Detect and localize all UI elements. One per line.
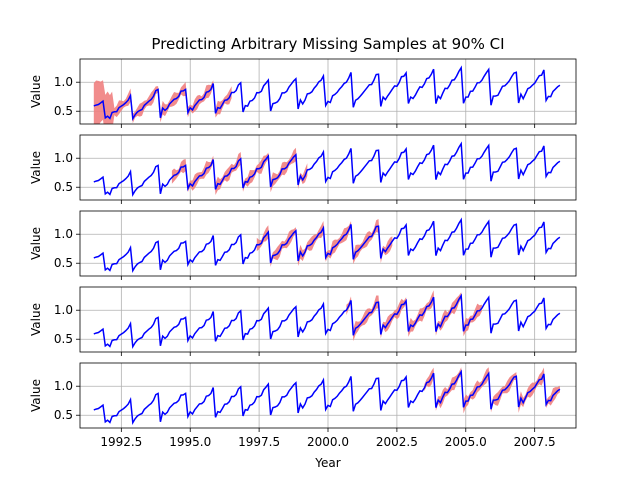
x-axis-ticks: 1992.5 1995.0 1997.5 2000.0 2002.5 2005.0 2007… xyxy=(100,435,555,449)
x-axis-label: Year xyxy=(314,456,340,470)
series-line xyxy=(93,217,561,274)
y-axis-label: Value xyxy=(29,151,43,184)
x-tick-label: 1995.0 xyxy=(169,435,211,449)
chart-title: Predicting Arbitrary Missing Samples at … xyxy=(151,35,504,53)
y-tick-label: 1.0 xyxy=(54,151,73,165)
series-line xyxy=(93,293,561,350)
panels-container: 0.5 1.0 Value 0.5 1.0 Value 0.5 1.0 Value 0.5 1.0 V… xyxy=(29,58,577,432)
series-line xyxy=(93,141,561,198)
panel-4: 0.5 1.0 Value xyxy=(29,286,577,356)
y-tick-label: 0.5 xyxy=(54,256,73,270)
x-tick-label: 1997.5 xyxy=(238,435,280,449)
grid-lines xyxy=(80,287,576,352)
y-axis-label: Value xyxy=(29,75,43,108)
x-tick-label: 2005.0 xyxy=(445,435,487,449)
y-tick-label: 0.5 xyxy=(54,180,73,194)
panel-2: 0.5 1.0 Value xyxy=(29,134,577,204)
y-tick-label: 1.0 xyxy=(54,75,73,89)
y-tick-label: 0.5 xyxy=(54,332,73,346)
y-axis-label: Value xyxy=(29,303,43,336)
y-tick-label: 1.0 xyxy=(54,303,73,317)
ci-band xyxy=(93,80,232,124)
panel-1: 0.5 1.0 Value xyxy=(29,58,577,128)
y-tick-label: 1.0 xyxy=(54,379,73,393)
series-line xyxy=(93,369,561,426)
series-line xyxy=(93,65,561,122)
y-tick-label: 0.5 xyxy=(54,104,73,118)
ci-band xyxy=(171,147,308,195)
y-tick-label: 0.5 xyxy=(54,408,73,422)
grid-lines xyxy=(80,135,576,200)
ci-band xyxy=(424,367,560,414)
x-tick-label: 2002.5 xyxy=(376,435,418,449)
grid-lines xyxy=(80,211,576,276)
x-tick-label: 1992.5 xyxy=(100,435,142,449)
y-axis-label: Value xyxy=(29,379,43,412)
panel-5: 0.5 1.0 Value xyxy=(29,362,577,432)
x-tick-label: 2000.0 xyxy=(307,435,349,449)
y-axis-label: Value xyxy=(29,227,43,260)
y-tick-label: 1.0 xyxy=(54,227,73,241)
x-tick-label: 2007.5 xyxy=(514,435,556,449)
panel-3: 0.5 1.0 Value xyxy=(29,210,577,280)
